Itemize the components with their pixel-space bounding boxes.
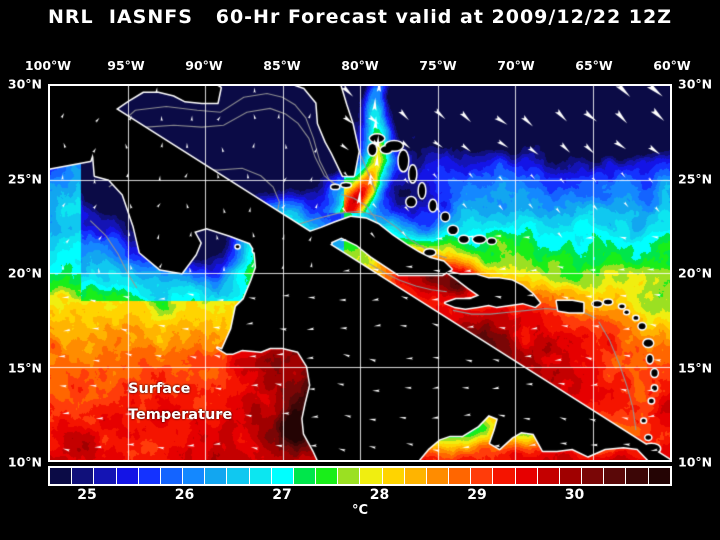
colorbar-ticks: 25 26 27 28 29 30 — [48, 487, 672, 505]
colorbar-tick-28: 28 — [369, 487, 390, 503]
colorbar-segment-14 — [360, 468, 383, 484]
colorbar-tick-30: 30 — [564, 487, 585, 503]
colorbar — [48, 466, 672, 486]
colorbar-segment-20 — [493, 468, 516, 484]
latitude-axis-right: 30°N 25°N 20°N 15°N 10°N — [674, 77, 720, 470]
colorbar-segment-24 — [582, 468, 605, 484]
colorbar-segment-10 — [271, 468, 294, 484]
longitude-axis: 100°W 95°W 90°W 85°W 80°W 75°W 70°W 65°W 60°W — [25, 58, 691, 74]
lon-tick-5: 75°W — [419, 58, 457, 73]
colorbar-segment-15 — [382, 468, 405, 484]
colorbar-tick-29: 29 — [467, 487, 487, 503]
sst-field-canvas — [50, 86, 670, 460]
colorbar-segment-6 — [183, 468, 206, 484]
lon-tick-6: 70°W — [497, 58, 535, 73]
lon-tick-0: 100°W — [24, 58, 72, 73]
colorbar-segment-12 — [316, 468, 339, 484]
sst-map[interactable]: Surface Temperature — [48, 84, 672, 462]
lat-left-tick-0: 30°N — [7, 76, 42, 92]
colorbar-segment-22 — [537, 468, 560, 484]
colorbar-segment-5 — [160, 468, 184, 484]
colorbar-tick-25: 25 — [77, 487, 97, 503]
colorbar-segment-25 — [604, 468, 627, 484]
colorbar-segment-11 — [293, 468, 317, 484]
lat-left-tick-3: 15°N — [7, 360, 42, 375]
colorbar-segment-21 — [515, 468, 538, 484]
lon-tick-2: 90°W — [185, 58, 223, 73]
lat-right-tick-2: 20°N — [678, 265, 713, 281]
colorbar-segment-9 — [249, 468, 272, 484]
lon-tick-7: 65°W — [575, 58, 613, 73]
lat-right-tick-0: 30°N — [678, 76, 713, 92]
colorbar-segment-0 — [50, 468, 73, 484]
lat-left-tick-4: 10°N — [7, 454, 42, 470]
colorbar-segment-16 — [404, 468, 427, 484]
colorbar-segment-1 — [72, 468, 95, 484]
page-title: NRL IASNFS 60-Hr Forecast valid at 2009/… — [48, 6, 672, 28]
colorbar-segment-27 — [648, 468, 670, 484]
lon-tick-8: 60°W — [653, 58, 691, 73]
lat-right-tick-3: 15°N — [678, 360, 713, 375]
colorbar-segment-13 — [338, 468, 361, 484]
colorbar-tick-26: 26 — [174, 487, 195, 503]
colorbar-segment-19 — [471, 468, 494, 484]
lon-tick-1: 95°W — [107, 58, 145, 73]
lat-right-tick-4: 10°N — [678, 454, 713, 470]
colorbar-segment-8 — [227, 468, 250, 484]
lat-left-tick-2: 20°N — [7, 265, 42, 281]
lat-left-tick-1: 25°N — [7, 171, 42, 186]
latitude-axis-left: 30°N 25°N 20°N 15°N 10°N — [0, 77, 46, 470]
lon-tick-4: 80°W — [341, 58, 379, 73]
colorbar-segment-18 — [449, 468, 472, 484]
colorbar-segment-4 — [138, 468, 161, 484]
colorbar-segment-7 — [205, 468, 228, 484]
colorbar-segment-2 — [94, 468, 117, 484]
colorbar-tick-27: 27 — [272, 487, 292, 503]
lat-right-tick-1: 25°N — [678, 171, 713, 186]
colorbar-unit-label: °C — [351, 503, 369, 518]
colorbar-segment-3 — [116, 468, 139, 484]
colorbar-segment-23 — [559, 468, 583, 484]
colorbar-segment-26 — [626, 468, 649, 484]
colorbar-segment-17 — [426, 468, 450, 484]
lon-tick-3: 85°W — [263, 58, 301, 73]
